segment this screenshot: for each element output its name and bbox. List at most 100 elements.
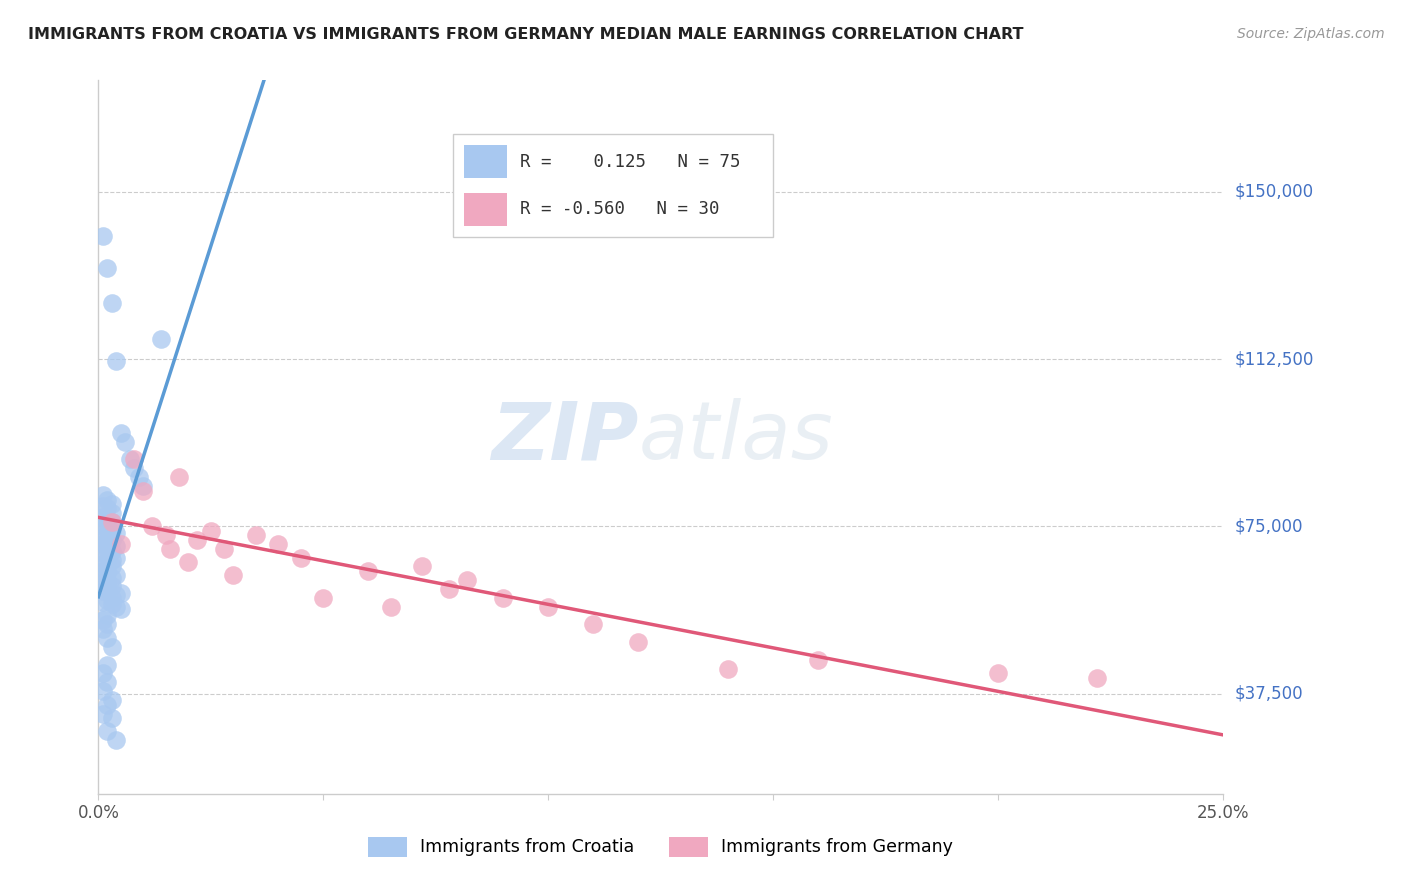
Point (96, 562, 118, 576)
Point (627, 635, 650, 649)
Point (105, 525, 128, 540)
Point (96, 724, 118, 739)
Point (357, 564, 380, 578)
Text: R =    0.125   N = 75: R = 0.125 N = 75 (520, 153, 741, 170)
Point (807, 653, 830, 667)
Point (132, 479, 155, 493)
Point (267, 537, 290, 551)
Point (114, 434, 136, 449)
Point (537, 599, 560, 614)
Point (101, 571, 124, 585)
Point (96, 631, 118, 645)
Point (101, 506, 124, 520)
Text: $112,500: $112,500 (1234, 350, 1313, 368)
Point (101, 711, 124, 725)
Point (96, 657, 118, 672)
Point (214, 541, 236, 556)
Point (91, 564, 114, 578)
Point (150, 332, 173, 346)
Point (101, 497, 124, 511)
Point (105, 568, 128, 582)
Point (101, 515, 124, 529)
Point (128, 470, 150, 484)
Point (105, 733, 128, 747)
Point (155, 528, 177, 542)
Point (1085, 671, 1108, 685)
Legend: Immigrants from Croatia, Immigrants from Germany: Immigrants from Croatia, Immigrants from… (361, 830, 960, 863)
FancyBboxPatch shape (464, 193, 506, 226)
Point (96, 541, 118, 556)
Point (118, 452, 141, 467)
Point (91, 666, 114, 681)
Point (582, 617, 605, 632)
Point (101, 640, 124, 654)
Point (91, 613, 114, 627)
Point (101, 524, 124, 538)
Point (717, 662, 740, 676)
FancyBboxPatch shape (464, 145, 506, 178)
Point (96, 501, 118, 516)
Point (177, 555, 200, 569)
Point (101, 552, 124, 567)
Point (96, 260, 118, 275)
Point (91, 537, 114, 551)
Point (96, 521, 118, 535)
Point (110, 586, 132, 600)
Point (96, 698, 118, 712)
Point (96, 582, 118, 596)
Point (101, 598, 124, 612)
Text: $150,000: $150,000 (1234, 183, 1313, 201)
Point (96, 592, 118, 607)
FancyBboxPatch shape (453, 134, 773, 237)
Point (101, 693, 124, 707)
Point (96, 608, 118, 623)
Point (91, 519, 114, 533)
Point (91, 530, 114, 544)
Point (124, 461, 146, 475)
Point (110, 601, 132, 615)
Point (96, 528, 118, 542)
Point (96, 577, 118, 591)
Point (141, 519, 163, 533)
Point (96, 573, 118, 587)
Point (96, 617, 118, 632)
Point (96, 517, 118, 532)
Text: atlas: atlas (638, 398, 834, 476)
Point (96, 548, 118, 563)
Point (91, 575, 114, 590)
Point (96, 566, 118, 581)
Point (105, 599, 128, 614)
Point (96, 534, 118, 549)
Point (91, 706, 114, 721)
Point (245, 528, 267, 542)
Point (101, 533, 124, 547)
Point (105, 539, 128, 553)
Point (312, 591, 335, 605)
Point (169, 470, 191, 484)
Point (101, 559, 124, 574)
Text: Source: ZipAtlas.com: Source: ZipAtlas.com (1237, 27, 1385, 41)
Point (110, 537, 132, 551)
Point (101, 591, 124, 605)
Point (91, 557, 114, 572)
Point (101, 296, 124, 310)
Text: $37,500: $37,500 (1234, 684, 1303, 703)
Point (91, 546, 114, 560)
Point (439, 582, 461, 596)
Point (91, 510, 114, 524)
Point (132, 483, 155, 498)
Point (987, 666, 1010, 681)
Point (91, 488, 114, 502)
Point (91, 229, 114, 244)
Point (91, 583, 114, 598)
Point (105, 354, 128, 368)
Text: ZIP: ZIP (491, 398, 638, 476)
Point (411, 559, 433, 574)
Point (222, 568, 245, 582)
Text: IMMIGRANTS FROM CROATIA VS IMMIGRANTS FROM GERMANY MEDIAN MALE EARNINGS CORRELAT: IMMIGRANTS FROM CROATIA VS IMMIGRANTS FR… (28, 27, 1024, 42)
Point (101, 580, 124, 594)
Point (101, 515, 124, 529)
Point (124, 452, 146, 467)
Point (290, 550, 312, 565)
Point (91, 622, 114, 636)
